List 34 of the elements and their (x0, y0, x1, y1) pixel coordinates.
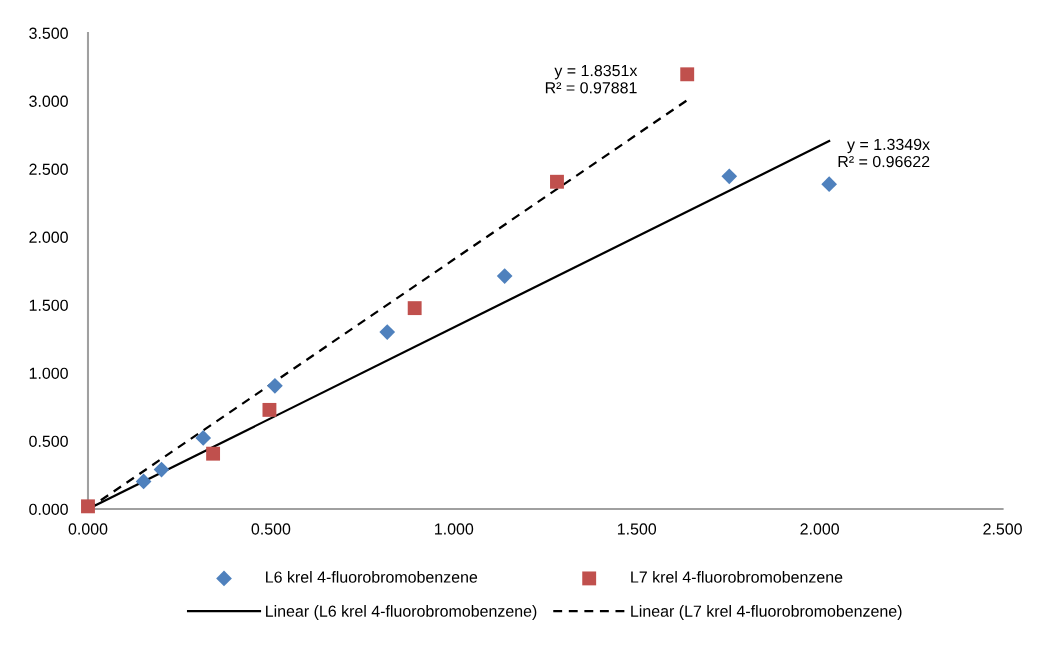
y-tick-label: 2.500 (29, 163, 68, 175)
legend-label: L6 krel 4-fluorobromobenzene (266, 571, 478, 583)
x-tick-label: 2.500 (983, 523, 1022, 535)
x-tick-label: 0.000 (68, 523, 108, 535)
point (821, 176, 838, 193)
y-tick-label: 2.000 (29, 231, 68, 243)
point (206, 446, 221, 461)
y-tick-label: 1.000 (29, 367, 68, 379)
point (407, 301, 422, 316)
y-tick-label: 0.000 (29, 503, 68, 515)
point (680, 67, 695, 82)
x-tick-label: 0.500 (251, 523, 291, 535)
point (379, 324, 396, 340)
x-tick-label: 2.000 (800, 523, 840, 535)
legend-label: L7 krel 4-fluorobromobenzene (631, 571, 843, 583)
x-tick-label: 1.500 (617, 523, 657, 535)
point (721, 168, 738, 185)
point (262, 402, 277, 417)
legend-label: Linear (L6 krel 4-fluorobromobenzene) (266, 605, 537, 620)
point (81, 499, 95, 514)
x-tick-label: 1.000 (435, 523, 474, 535)
y-tick-label: 3.000 (29, 95, 68, 107)
point (496, 268, 513, 284)
y-tick-label: 3.500 (29, 27, 68, 39)
y-tick-label: 1.500 (29, 299, 68, 311)
point (135, 473, 152, 490)
point (153, 461, 170, 478)
legend-label: Linear (L7 krel 4-fluorobromobenzene) (631, 605, 902, 620)
annotation: y = 1.8351x R² = 0.97881 (545, 64, 638, 94)
point (550, 174, 564, 189)
y-tick-label: 0.500 (29, 435, 68, 447)
annotation: y = 1.3349x R² = 0.96622 (838, 138, 930, 168)
point (195, 430, 212, 446)
point (267, 377, 283, 394)
